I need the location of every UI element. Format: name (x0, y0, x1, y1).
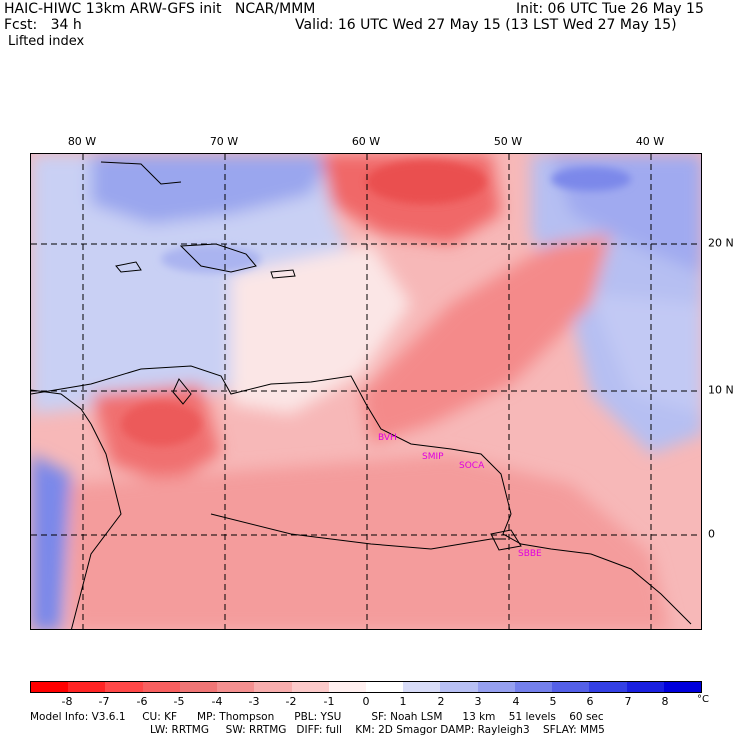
model-info-line-2: LW: RRTMG SW: RRTMG DIFF: full KM: 2D Sm… (150, 724, 605, 736)
lon-label-80w: 80 W (67, 135, 97, 148)
colorbar (30, 681, 702, 693)
coast-jamaica (115, 261, 142, 273)
colorbar-segment (254, 682, 292, 692)
lat-label-20n: 20 N (708, 236, 734, 250)
lon-label-70w: 70 W (209, 135, 239, 148)
colorbar-tick: -2 (285, 695, 297, 708)
stable-core-atlantic (551, 167, 631, 191)
colorbar-tick: 0 (362, 695, 370, 708)
colorbar-segment (31, 682, 69, 692)
map-canvas (31, 154, 701, 629)
colorbar-segment (105, 682, 143, 692)
coast-lake-maracaibo (172, 378, 192, 405)
unstable-core-colombia (121, 402, 201, 446)
colorbar-tick: 3 (474, 695, 482, 708)
colorbar-segment (68, 682, 106, 692)
colorbar-segment (403, 682, 441, 692)
colorbar-tick: -3 (248, 695, 260, 708)
colorbar-tick: 8 (661, 695, 669, 708)
colorbar-unit: °C (697, 694, 709, 705)
coast-panama (31, 389, 92, 425)
coast-cuba (100, 161, 182, 185)
lon-label-40w: 40 W (635, 135, 665, 148)
header-valid-time: Valid: 16 UTC Wed 27 May 15 (13 LST Wed … (295, 17, 677, 33)
station-label-bvh: BVH (378, 433, 397, 443)
lon-label-60w: 60 W (351, 135, 381, 148)
field-name: Lifted index (8, 34, 85, 49)
colorbar-segment (142, 682, 180, 692)
colorbar-tick: -6 (136, 695, 148, 708)
station-label-sbbe: SBBE (518, 549, 542, 559)
colorbar-segment (552, 682, 590, 692)
header-title: HAIC-HIWC 13km ARW-GFS init NCAR/MMM (4, 1, 316, 17)
model-info-line-1: Model Info: V3.6.1 CU: KF MP: Thompson P… (30, 711, 604, 723)
station-label-smip: SMIP (422, 452, 444, 462)
colorbar-segment (477, 682, 515, 692)
neutral-zone (231, 244, 411, 414)
stable-region-pacific (31, 454, 71, 629)
colorbar-tick: 5 (549, 695, 557, 708)
colorbar-tick: -7 (98, 695, 110, 708)
colorbar-segment (365, 682, 404, 692)
stable-core-hispaniola (161, 245, 261, 273)
colorbar-tick: -1 (323, 695, 335, 708)
header-init-time: Init: 06 UTC Tue 26 May 15 (516, 1, 704, 17)
colorbar-segment (179, 682, 218, 692)
stable-region-north (91, 154, 331, 224)
station-label-soca: SOCA (459, 461, 485, 471)
colorbar-segment (589, 682, 627, 692)
colorbar-segment (626, 682, 664, 692)
colorbar-tick: 4 (512, 695, 520, 708)
stable-region-far-east (591, 294, 701, 414)
colorbar-tick: -4 (211, 695, 223, 708)
colorbar-segment (328, 682, 366, 692)
colorbar-tick: -8 (61, 695, 73, 708)
colorbar-segment (291, 682, 329, 692)
colorbar-tick: 2 (437, 695, 445, 708)
header-forecast-hour: Fcst: 34 h (4, 17, 82, 33)
colorbar-tick: 6 (586, 695, 594, 708)
colorbar-segment (440, 682, 478, 692)
coast-south-america (31, 365, 692, 625)
colorbar-segment (663, 682, 701, 692)
lifted-index-map (30, 153, 702, 630)
grid-lines (31, 154, 701, 629)
lat-label-0: 0 (708, 527, 715, 541)
colorbar-tick: -5 (173, 695, 185, 708)
island-marajo (490, 529, 522, 551)
coastlines (31, 161, 692, 629)
colorbar-segment (514, 682, 553, 692)
lon-label-50w: 50 W (493, 135, 523, 148)
colorbar-segment (217, 682, 255, 692)
coast-puerto-rico (270, 269, 296, 279)
border-andes (71, 423, 122, 629)
unstable-core-north (366, 160, 486, 204)
lat-label-10n: 10 N (708, 383, 734, 397)
colorbar-tick: 1 (399, 695, 407, 708)
colorbar-tick: 7 (624, 695, 632, 708)
unstable-region-amazon (71, 454, 671, 629)
